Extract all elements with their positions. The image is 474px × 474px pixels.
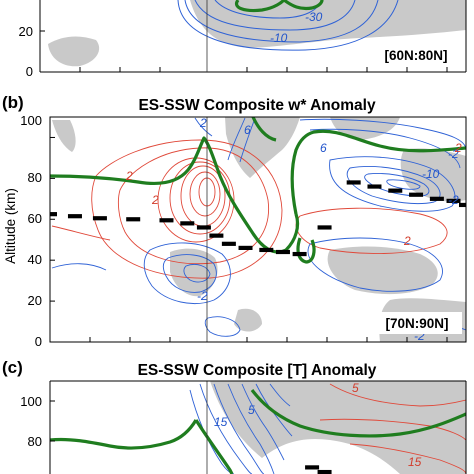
panel-c-contour-label: 15 [408, 455, 422, 469]
panel-b-ytick-label: 100 [20, 113, 42, 128]
panel-b-contour-label: 6 [244, 123, 251, 137]
panel-b-ytick-label: 20 [28, 293, 42, 308]
panel-b-yticks [50, 136, 55, 343]
panel-b-contour-label: -10 [422, 167, 440, 181]
panel-b-ytick-label: 0 [35, 334, 42, 349]
panel-a-xticks [79, 67, 448, 72]
panel-b-region-label: [70N:90N] [385, 316, 448, 331]
panel-b-contour-label: -2 [414, 329, 425, 343]
panel-b-zero-wind-line-2 [251, 117, 277, 142]
panel-a-ytick-label: 0 [26, 64, 33, 79]
panel-b-negative-contours [51, 117, 466, 337]
panel-a-contour [177, 0, 399, 51]
panel-b-plot-frame [49, 116, 467, 343]
panel-b-contour-label: 2 [125, 169, 133, 183]
panel-b-contour-label: 2 [403, 234, 411, 248]
panel-b-contour-label: -2 [197, 289, 208, 303]
panel-c-stratopause [305, 465, 332, 474]
panel-a-contour [194, 0, 356, 31]
panel-a: 20 0 -30 -10 [60N:80N] [19, 0, 467, 79]
panel-a-contour-label: -30 [305, 10, 323, 24]
panel-a-contour-label: -10 [270, 31, 288, 45]
panel-c-negative-contours [189, 383, 293, 474]
panel-c-contour-label: 15 [214, 415, 228, 429]
panel-c-zero-wind-line [50, 419, 234, 474]
panel-a-contour [184, 0, 379, 43]
panel-c-positive-contours [319, 383, 466, 474]
panel-b-xticks [89, 337, 448, 342]
panel-b-letter: (b) [2, 93, 24, 112]
panel-c-ytick-label: 100 [20, 394, 42, 409]
panel-c: (c) ES-SSW Composite [T] Anomaly [2, 358, 467, 474]
panel-c-title: ES-SSW Composite [T] Anomaly [138, 362, 377, 379]
panel-b-contour-label: -2 [448, 193, 459, 207]
panel-b-zero-wind-line-3 [296, 237, 316, 264]
panel-a-zero-wind-line [235, 0, 324, 13]
panel-c-ytick-label: 80 [28, 434, 42, 449]
panel-b-ytick-label: 80 [28, 170, 42, 185]
panel-b-stratopause [50, 180, 466, 257]
panel-b-contour-label: 2 [199, 116, 207, 130]
panel-a-shading [48, 36, 100, 67]
panel-c-contour-label: 5 [248, 403, 255, 417]
panel-c-letter: (c) [2, 358, 23, 377]
panel-b-contour-label: 2 [151, 193, 159, 207]
panel-c-zero-wind-line-2 [250, 389, 466, 438]
panel-b: (b) ES-SSW Composite w* Anomaly [2, 93, 467, 349]
panel-b-region-box [372, 312, 462, 334]
panel-b-contour-label: 2 [454, 141, 462, 155]
panel-b-contour-label: -2 [448, 147, 459, 161]
panel-b-title: ES-SSW Composite w* Anomaly [138, 97, 376, 114]
panel-b-ytick-label: 60 [28, 211, 42, 226]
panel-a-shading-2 [190, 0, 466, 48]
panel-b-contour-label: 6 [320, 141, 327, 155]
panel-c-contour-label: 5 [352, 381, 359, 395]
panel-a-region-label: [60N:80N] [384, 48, 447, 63]
panel-b-ytick-label: 40 [28, 252, 42, 267]
panel-a-ytick-label: 20 [19, 24, 33, 39]
panel-b-ylabel: Altitude (km) [3, 188, 18, 264]
panel-a-region-box [370, 44, 462, 66]
